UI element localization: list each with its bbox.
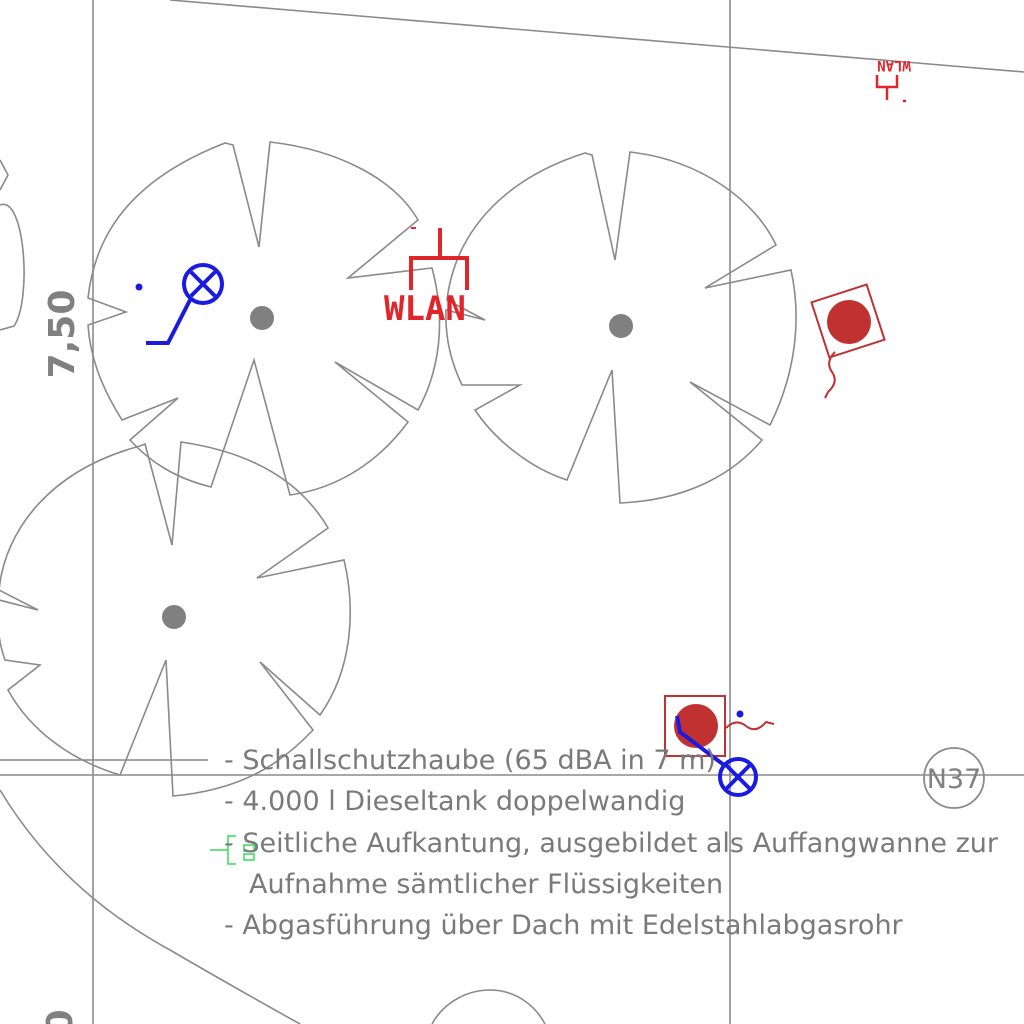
note-line-5: - Abgasführung über Dach mit Edelstahlab… [224, 910, 904, 941]
tree-center-dot-3 [162, 605, 186, 629]
diagonal-property-line [169, 0, 1024, 73]
hydrant-frame-2 [664, 695, 726, 757]
dimension-label-vertical: 7,50 [42, 290, 83, 379]
tree-symbol-2 [445, 151, 797, 504]
diagonal-lower-line [0, 789, 301, 1024]
hydrant-dot-1 [827, 300, 871, 344]
hydrant-frame-1 [810, 283, 886, 359]
wlan-antenna-icon [409, 227, 469, 290]
tree-centers [162, 306, 633, 629]
tree-symbol-partial-left [0, 159, 25, 331]
note-line-4: Aufnahme sämtlicher Flüssigkeiten [249, 869, 723, 900]
dimension-label-bottom: 0 [40, 1009, 81, 1024]
wlan-label-main: WLAN [384, 289, 466, 329]
hydrant-cable-1 [824, 351, 836, 399]
tree-center-dot-1 [250, 306, 274, 330]
node-tag-label: N37 [927, 764, 982, 795]
note-line-3: - Seitliche Aufkantung, ausgebildet als … [224, 828, 999, 859]
notes-block: - Schallschutzhaube (65 dBA in 7 m) - 4.… [224, 745, 999, 941]
hydrant-symbol-1 [810, 283, 886, 399]
green-marker-icon [210, 835, 255, 865]
valve-icon-2 [675, 710, 758, 797]
valve-icon-1 [135, 263, 224, 345]
tree-symbol-partial-bottom [431, 989, 546, 1024]
node-tag: N37 [923, 747, 985, 809]
tree-symbol-1 [87, 141, 441, 496]
node-tag-circle [923, 747, 985, 809]
tree-center-dot-2 [609, 314, 633, 338]
note-line-1: - Schallschutzhaube (65 dBA in 7 m) [224, 745, 716, 776]
wlan-antenna-small-icon [875, 75, 906, 103]
tree-symbols [0, 141, 797, 1024]
wlan-label-small: WLAN [877, 57, 911, 73]
note-line-2: - 4.000 l Dieseltank doppelwandig [224, 786, 685, 817]
hydrant-cable-2 [725, 720, 775, 731]
tree-symbol-3 [0, 441, 351, 797]
